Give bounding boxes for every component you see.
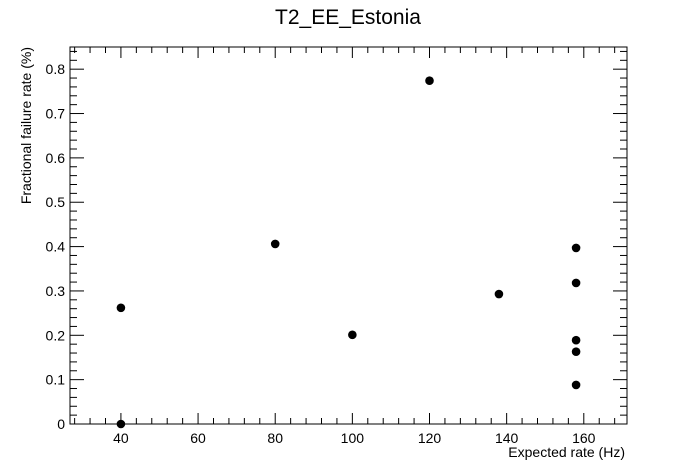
data-point (270, 239, 280, 249)
y-tick-label: 0.2 (46, 327, 66, 343)
x-axis-tick-labels: 40 60 80 100 120 140 160 (113, 430, 596, 446)
x-tick-label: 40 (113, 430, 129, 446)
x-tick-label: 80 (267, 430, 283, 446)
data-point (571, 347, 581, 357)
x-tick-label: 60 (190, 430, 206, 446)
y-tick-label: 0.6 (46, 150, 66, 166)
data-point (571, 278, 581, 288)
x-tick-label: 120 (418, 430, 442, 446)
chart-title: T2_EE_Estonia (275, 6, 421, 29)
y-tick-label: 0.4 (46, 239, 66, 255)
y-tick-label: 0.8 (46, 61, 66, 77)
y-tick-label: 0.1 (46, 372, 66, 388)
data-point (571, 243, 581, 253)
data-point (116, 419, 126, 429)
y-tick-label: 0 (57, 416, 65, 432)
x-axis-ticks (74, 47, 616, 424)
data-point (425, 76, 434, 86)
y-tick-label: 0.3 (46, 283, 66, 299)
y-axis-label: Fractional failure rate (%) (18, 47, 34, 204)
data-point (348, 330, 357, 340)
data-points (116, 76, 581, 429)
data-point (571, 380, 581, 390)
y-axis-ticks (70, 50, 627, 425)
x-tick-label: 100 (341, 430, 365, 446)
data-point (494, 289, 504, 299)
x-tick-label: 140 (495, 430, 519, 446)
y-tick-label: 0.5 (46, 194, 66, 210)
data-point (116, 303, 126, 313)
x-axis-label: Expected rate (Hz) (508, 444, 625, 460)
y-axis-tick-labels: 0 0.1 0.2 0.3 0.4 0.5 0.6 0.7 0.8 (46, 61, 66, 432)
x-tick-label: 160 (572, 430, 596, 446)
y-tick-label: 0.7 (46, 106, 66, 122)
data-point (571, 335, 581, 345)
plot-frame (69, 46, 628, 425)
